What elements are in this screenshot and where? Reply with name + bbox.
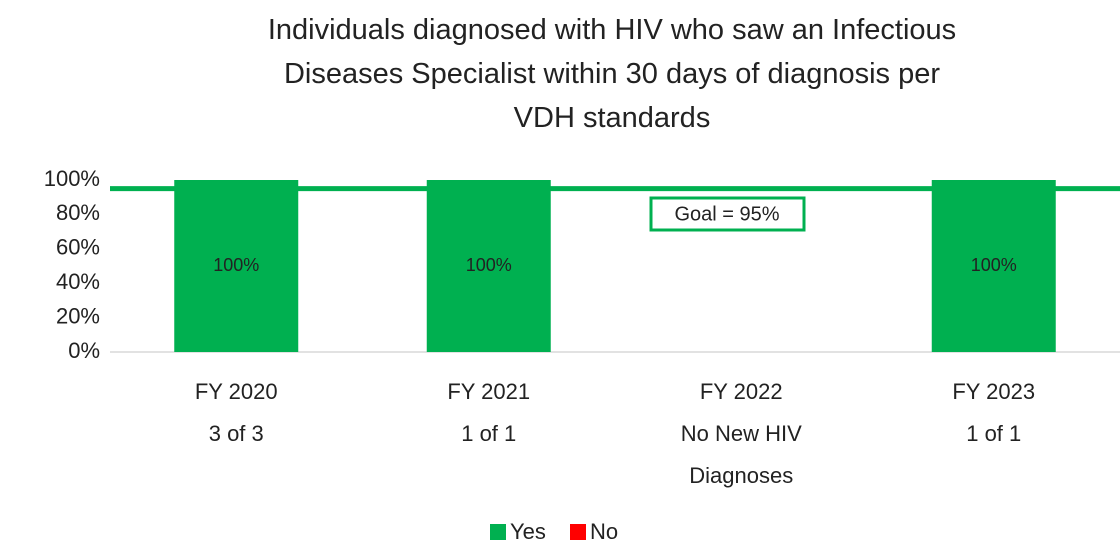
x-tick-label: FY 2020 [195, 379, 278, 404]
bar-segment [931, 180, 1056, 352]
x-tick-label: 3 of 3 [209, 421, 264, 446]
x-tick-label: 1 of 1 [461, 421, 516, 446]
legend-label: Yes [510, 519, 546, 544]
x-tick-label: FY 2021 [447, 379, 530, 404]
y-tick-label: 20% [56, 303, 100, 328]
legend-label: No [590, 519, 618, 544]
goal-box [649, 196, 806, 232]
x-tick-label: No New HIV [681, 421, 802, 446]
data-label: 100% [466, 255, 512, 275]
y-tick-label: 80% [56, 200, 100, 225]
data-label: 100% [213, 255, 259, 275]
y-tick-label: 100% [44, 166, 100, 191]
y-tick-label: 60% [56, 235, 100, 260]
goal-label: Goal = 95% [674, 203, 779, 225]
y-tick-label: 0% [68, 338, 100, 363]
legend-swatch [490, 524, 506, 540]
bar-segment [426, 180, 551, 352]
data-label: 100% [971, 255, 1017, 275]
chart-title: Individuals diagnosed with HIV who saw a… [267, 14, 957, 134]
x-tick-label: Diagnoses [689, 463, 793, 488]
y-tick-label: 40% [56, 269, 100, 294]
x-tick-label: FY 2022 [700, 379, 783, 404]
bar-segment [174, 180, 299, 352]
legend-swatch [570, 524, 586, 540]
x-tick-label: FY 2023 [952, 379, 1035, 404]
x-tick-label: 1 of 1 [966, 421, 1021, 446]
